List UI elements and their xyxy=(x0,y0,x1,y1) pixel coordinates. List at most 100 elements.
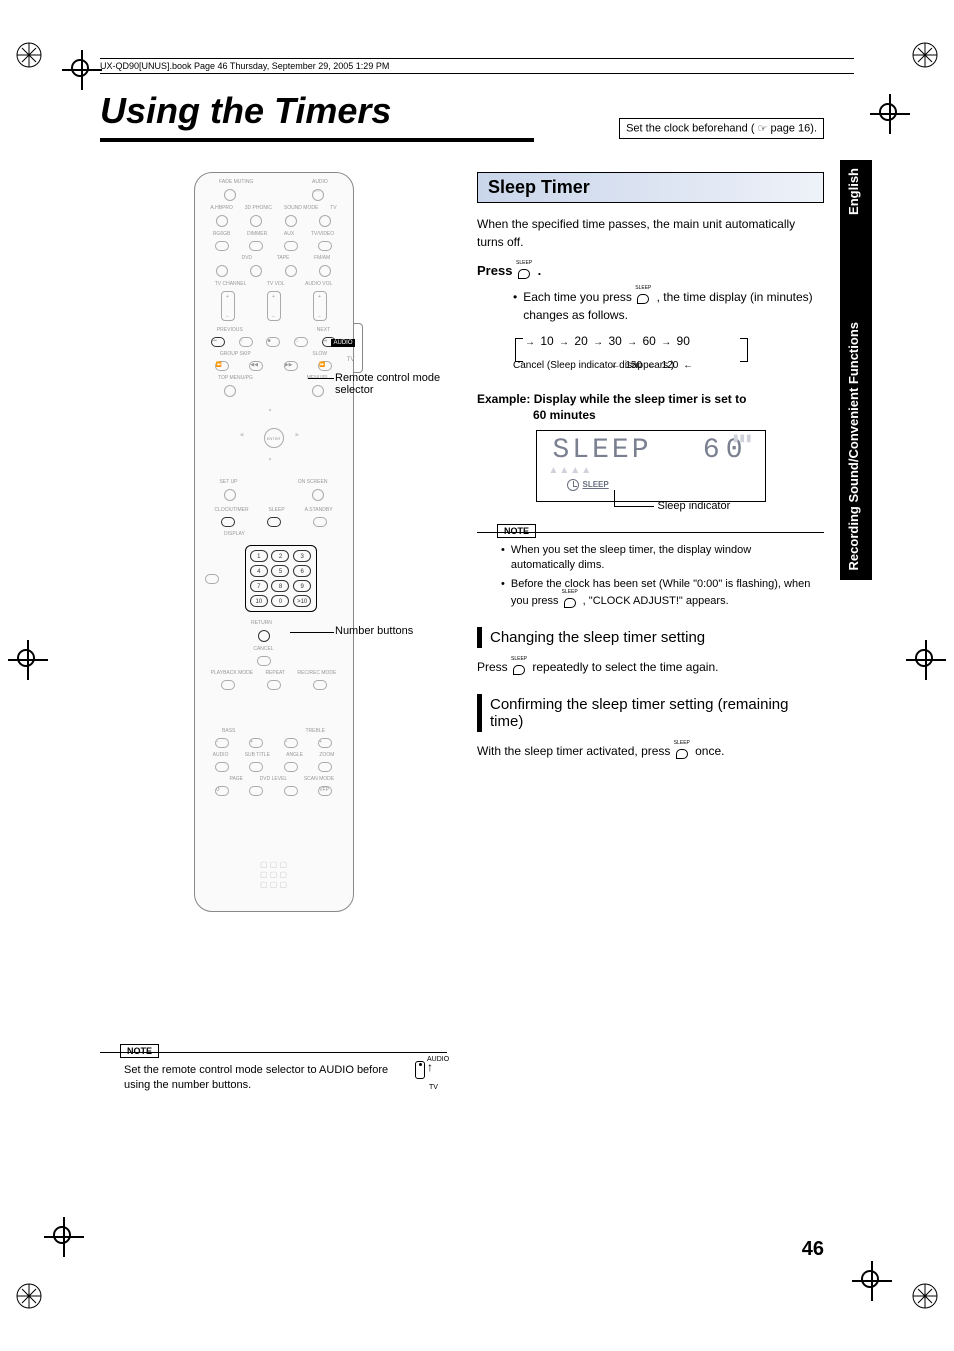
content-column: Sleep Timer When the specified time pass… xyxy=(477,172,824,1094)
remote-label: TOP MENU/PG xyxy=(218,375,253,381)
remote-label: AUX xyxy=(284,231,294,237)
text-b: repeatedly to select the time again. xyxy=(532,660,718,674)
changing-body: Press SLEEP repeatedly to select the tim… xyxy=(477,658,824,676)
remote-label: GROUP SKIP xyxy=(220,351,251,357)
clock-notice-box: Set the clock beforehand ( ☞ page 16). xyxy=(619,118,824,139)
remote-label: REPEAT xyxy=(265,670,285,676)
registration-mark-bottom-left xyxy=(16,1283,42,1309)
callout-line xyxy=(290,632,334,633)
seq-val: 120 xyxy=(662,360,679,371)
remote-label: VFP xyxy=(318,786,332,796)
note-item: When you set the sleep timer, the displa… xyxy=(511,543,818,574)
remote-label: AUDIO VOL xyxy=(305,281,332,287)
remote-enter-button: ENTER xyxy=(264,428,284,448)
text-a: Press xyxy=(477,660,511,674)
remote-label: ON SCREEN xyxy=(298,479,328,485)
section-heading-sleep-timer: Sleep Timer xyxy=(477,172,824,203)
sleep-button-icon: SLEEP xyxy=(516,264,534,280)
remote-label: TV xyxy=(330,205,336,211)
remote-label: TV CHANNEL xyxy=(215,281,247,287)
remote-label: DVD xyxy=(241,255,252,261)
sleep-intro: When the specified time passes, the main… xyxy=(477,215,824,251)
text-b: once. xyxy=(695,744,724,758)
remote-label: PAGE xyxy=(229,776,243,782)
remote-num-button: 8 xyxy=(271,580,289,592)
confirming-body: With the sleep timer activated, press SL… xyxy=(477,742,824,760)
sleep-icon-label: SLEEP xyxy=(511,656,527,664)
remote-label: SLEEP xyxy=(269,507,285,513)
remote-label: DIMMER xyxy=(247,231,267,237)
clock-icon xyxy=(567,479,579,491)
remote-label: CANCEL xyxy=(253,646,273,652)
crosshair-mark xyxy=(62,50,102,90)
page-number: 46 xyxy=(802,1238,824,1261)
side-tab-lang: English xyxy=(846,168,861,215)
remote-label: SOUND MODE xyxy=(284,205,318,211)
remote-label: PLAYBACK MODE xyxy=(211,670,253,676)
remote-label: ZOOM xyxy=(319,752,334,758)
left-note-box: NOTE Set the remote control mode selecto… xyxy=(100,1052,447,1094)
remote-label: SUB TITLE xyxy=(245,752,270,758)
remote-num-button: 0 xyxy=(271,595,289,607)
sleep-button-icon: SLEEP xyxy=(511,660,529,676)
sleep-button-icon: SLEEP xyxy=(635,289,653,305)
sleep-icon-label: SLEEP xyxy=(562,589,578,596)
sleep-button-icon: SLEEP xyxy=(674,744,692,760)
indicator-callout-label: Sleep indicator xyxy=(658,500,731,512)
icon-label-tv: TV xyxy=(429,1083,438,1093)
remote-label: DVD LEVEL xyxy=(260,776,288,782)
remote-label: TV VOL xyxy=(267,281,285,287)
seq-val: 90 xyxy=(677,334,690,348)
page-ref-icon: ☞ xyxy=(758,122,768,135)
clock-notice-prefix: Set the clock beforehand ( xyxy=(626,122,754,134)
seq-val: 150 xyxy=(625,360,642,371)
crosshair-mark xyxy=(906,640,946,680)
cancel-text: Cancel (Sleep indicator disappears.) xyxy=(513,360,603,371)
crosshair-mark xyxy=(8,640,48,680)
subheading-changing: Changing the sleep timer setting xyxy=(477,627,824,648)
note-text: Set the remote control mode selector to … xyxy=(124,1064,388,1091)
remote-label: FADE MUTING xyxy=(219,179,253,185)
remote-numpad: 1 2 3 4 5 6 7 8 9 10 0 >10 xyxy=(250,550,312,607)
clock-notice-suffix: page 16). xyxy=(771,122,817,134)
remote-label: BASS xyxy=(222,728,235,734)
remote-label: RG6GB xyxy=(213,231,231,237)
sleep-icon-label: SLEEP xyxy=(635,285,651,293)
callout-number-buttons: Number buttons xyxy=(335,625,413,637)
press-sublist: • Each time you press SLEEP , the time d… xyxy=(513,288,824,324)
remote-num-button: 9 xyxy=(293,580,311,592)
side-tab: Recording Sound/Convenient Functions Eng… xyxy=(840,160,872,580)
remote-label: AUDIO xyxy=(312,179,328,185)
display-word: SLEEP xyxy=(553,435,652,466)
remote-nav-pad: ▲▼◀▶ ENTER xyxy=(234,403,314,473)
page-title: Using the Timers xyxy=(100,90,534,142)
time-sequence: 10 20 30 60 90 Cancel (Sleep indicator d… xyxy=(513,334,824,378)
sleep-button-icon: SLEEP xyxy=(562,593,580,609)
remote-num-button: 3 xyxy=(293,550,311,562)
book-header: UX-QD90[UNUS].book Page 46 Thursday, Sep… xyxy=(100,58,854,74)
remote-num-button: 10 xyxy=(250,595,268,607)
registration-mark-bottom-right xyxy=(912,1283,938,1309)
remote-label: SLOW xyxy=(312,351,327,357)
remote-num-button: 5 xyxy=(271,565,289,577)
crosshair-mark xyxy=(44,1217,84,1257)
sleep-icon-label: SLEEP xyxy=(674,740,690,748)
display-illustration: ▮▮▮ SLEEP 60 ▲▲▲▲ SLEEP xyxy=(536,430,766,502)
registration-mark-top-right xyxy=(912,42,938,68)
seq-val: 60 xyxy=(642,334,655,348)
sleep-icon-label: SLEEP xyxy=(516,260,532,266)
remote-label: NEXT xyxy=(317,327,330,333)
remote-label: TREBLE xyxy=(306,728,325,734)
remote-label: FM/AM xyxy=(314,255,330,261)
remote-label: SCAN MODE xyxy=(304,776,334,782)
crosshair-mark xyxy=(852,1261,892,1301)
seq-val: 30 xyxy=(608,334,621,348)
remote-label: AUDIO xyxy=(213,752,229,758)
bullet-text-a: Each time you press xyxy=(523,290,635,304)
remote-num-button: 6 xyxy=(293,565,311,577)
remote-num-button: >10 xyxy=(293,595,311,607)
registration-mark-top-left xyxy=(16,42,42,68)
subheading-confirming: Confirming the sleep timer setting (rema… xyxy=(477,694,824,732)
press-suffix: . xyxy=(538,263,542,278)
remote-label: ANGLE xyxy=(286,752,303,758)
